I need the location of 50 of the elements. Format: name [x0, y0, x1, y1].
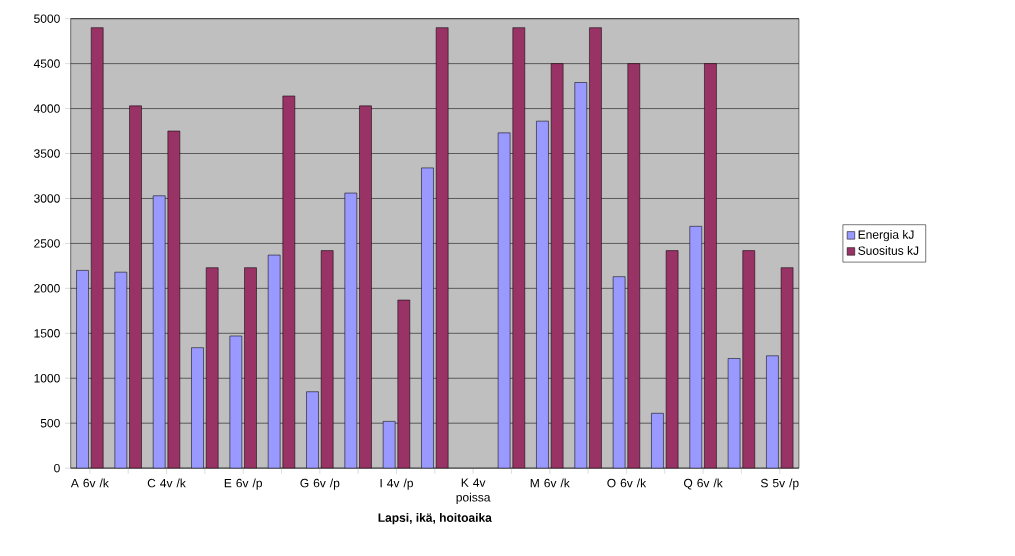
- x-tick-label: I 4v /p: [380, 478, 413, 490]
- bar: [435, 27, 449, 469]
- y-tick-label: 3000: [34, 194, 60, 203]
- y-tick-label: 4000: [33, 104, 60, 113]
- y-tick-label: 2500: [34, 239, 60, 248]
- y-tick-label: 3500: [34, 149, 60, 158]
- bar: [536, 120, 549, 469]
- y-tick-label: 4500: [33, 59, 60, 68]
- y-tick-label: 5000: [34, 14, 60, 23]
- x-tick-label: S 5v /p: [760, 478, 799, 490]
- bar: [306, 391, 319, 469]
- x-tick-label: Q 6v /k: [684, 478, 723, 490]
- bar: [574, 82, 588, 469]
- bar: [589, 27, 602, 469]
- x-tick-label: G 6v /p: [300, 478, 340, 490]
- bar: [191, 347, 204, 469]
- bar: [76, 270, 89, 469]
- x-axis-title: Lapsi, ikä, hoitoaika: [378, 513, 492, 525]
- bar: [766, 355, 779, 469]
- x-tick-label: A 6v /k: [70, 478, 109, 488]
- x-tick-label: C 4v /k: [147, 478, 186, 488]
- bar: [344, 192, 358, 469]
- bar: [90, 27, 104, 469]
- bar: [229, 335, 243, 469]
- x-tick-label: O 6v /k: [607, 478, 647, 488]
- bar: [282, 95, 296, 469]
- x-tick-label: K 4v poissa: [456, 478, 491, 504]
- bar: [689, 225, 703, 469]
- x-tick-label: E 6v /p: [224, 478, 263, 490]
- bar: [421, 167, 434, 469]
- y-tick-label: 2000: [34, 284, 60, 293]
- y-tick-label: 0: [54, 463, 60, 473]
- bar: [244, 267, 257, 469]
- y-tick-label: 1000: [34, 373, 60, 383]
- bar: [129, 105, 142, 469]
- bar: [359, 105, 372, 469]
- y-tick-label: 1500: [34, 328, 60, 338]
- bar: [704, 63, 717, 469]
- bar: [320, 250, 334, 469]
- bar: [512, 27, 526, 469]
- bar: [397, 299, 411, 469]
- bar: [267, 254, 281, 469]
- bar: [205, 267, 219, 469]
- bar: [742, 250, 756, 469]
- bar: [152, 195, 166, 469]
- x-tick-label: M 6v /k: [530, 478, 570, 488]
- bar: [627, 63, 641, 469]
- legend-label: Suositus kJ: [858, 245, 919, 255]
- legend-label: Energia kJ: [858, 229, 914, 242]
- y-tick-label: 500: [40, 418, 60, 428]
